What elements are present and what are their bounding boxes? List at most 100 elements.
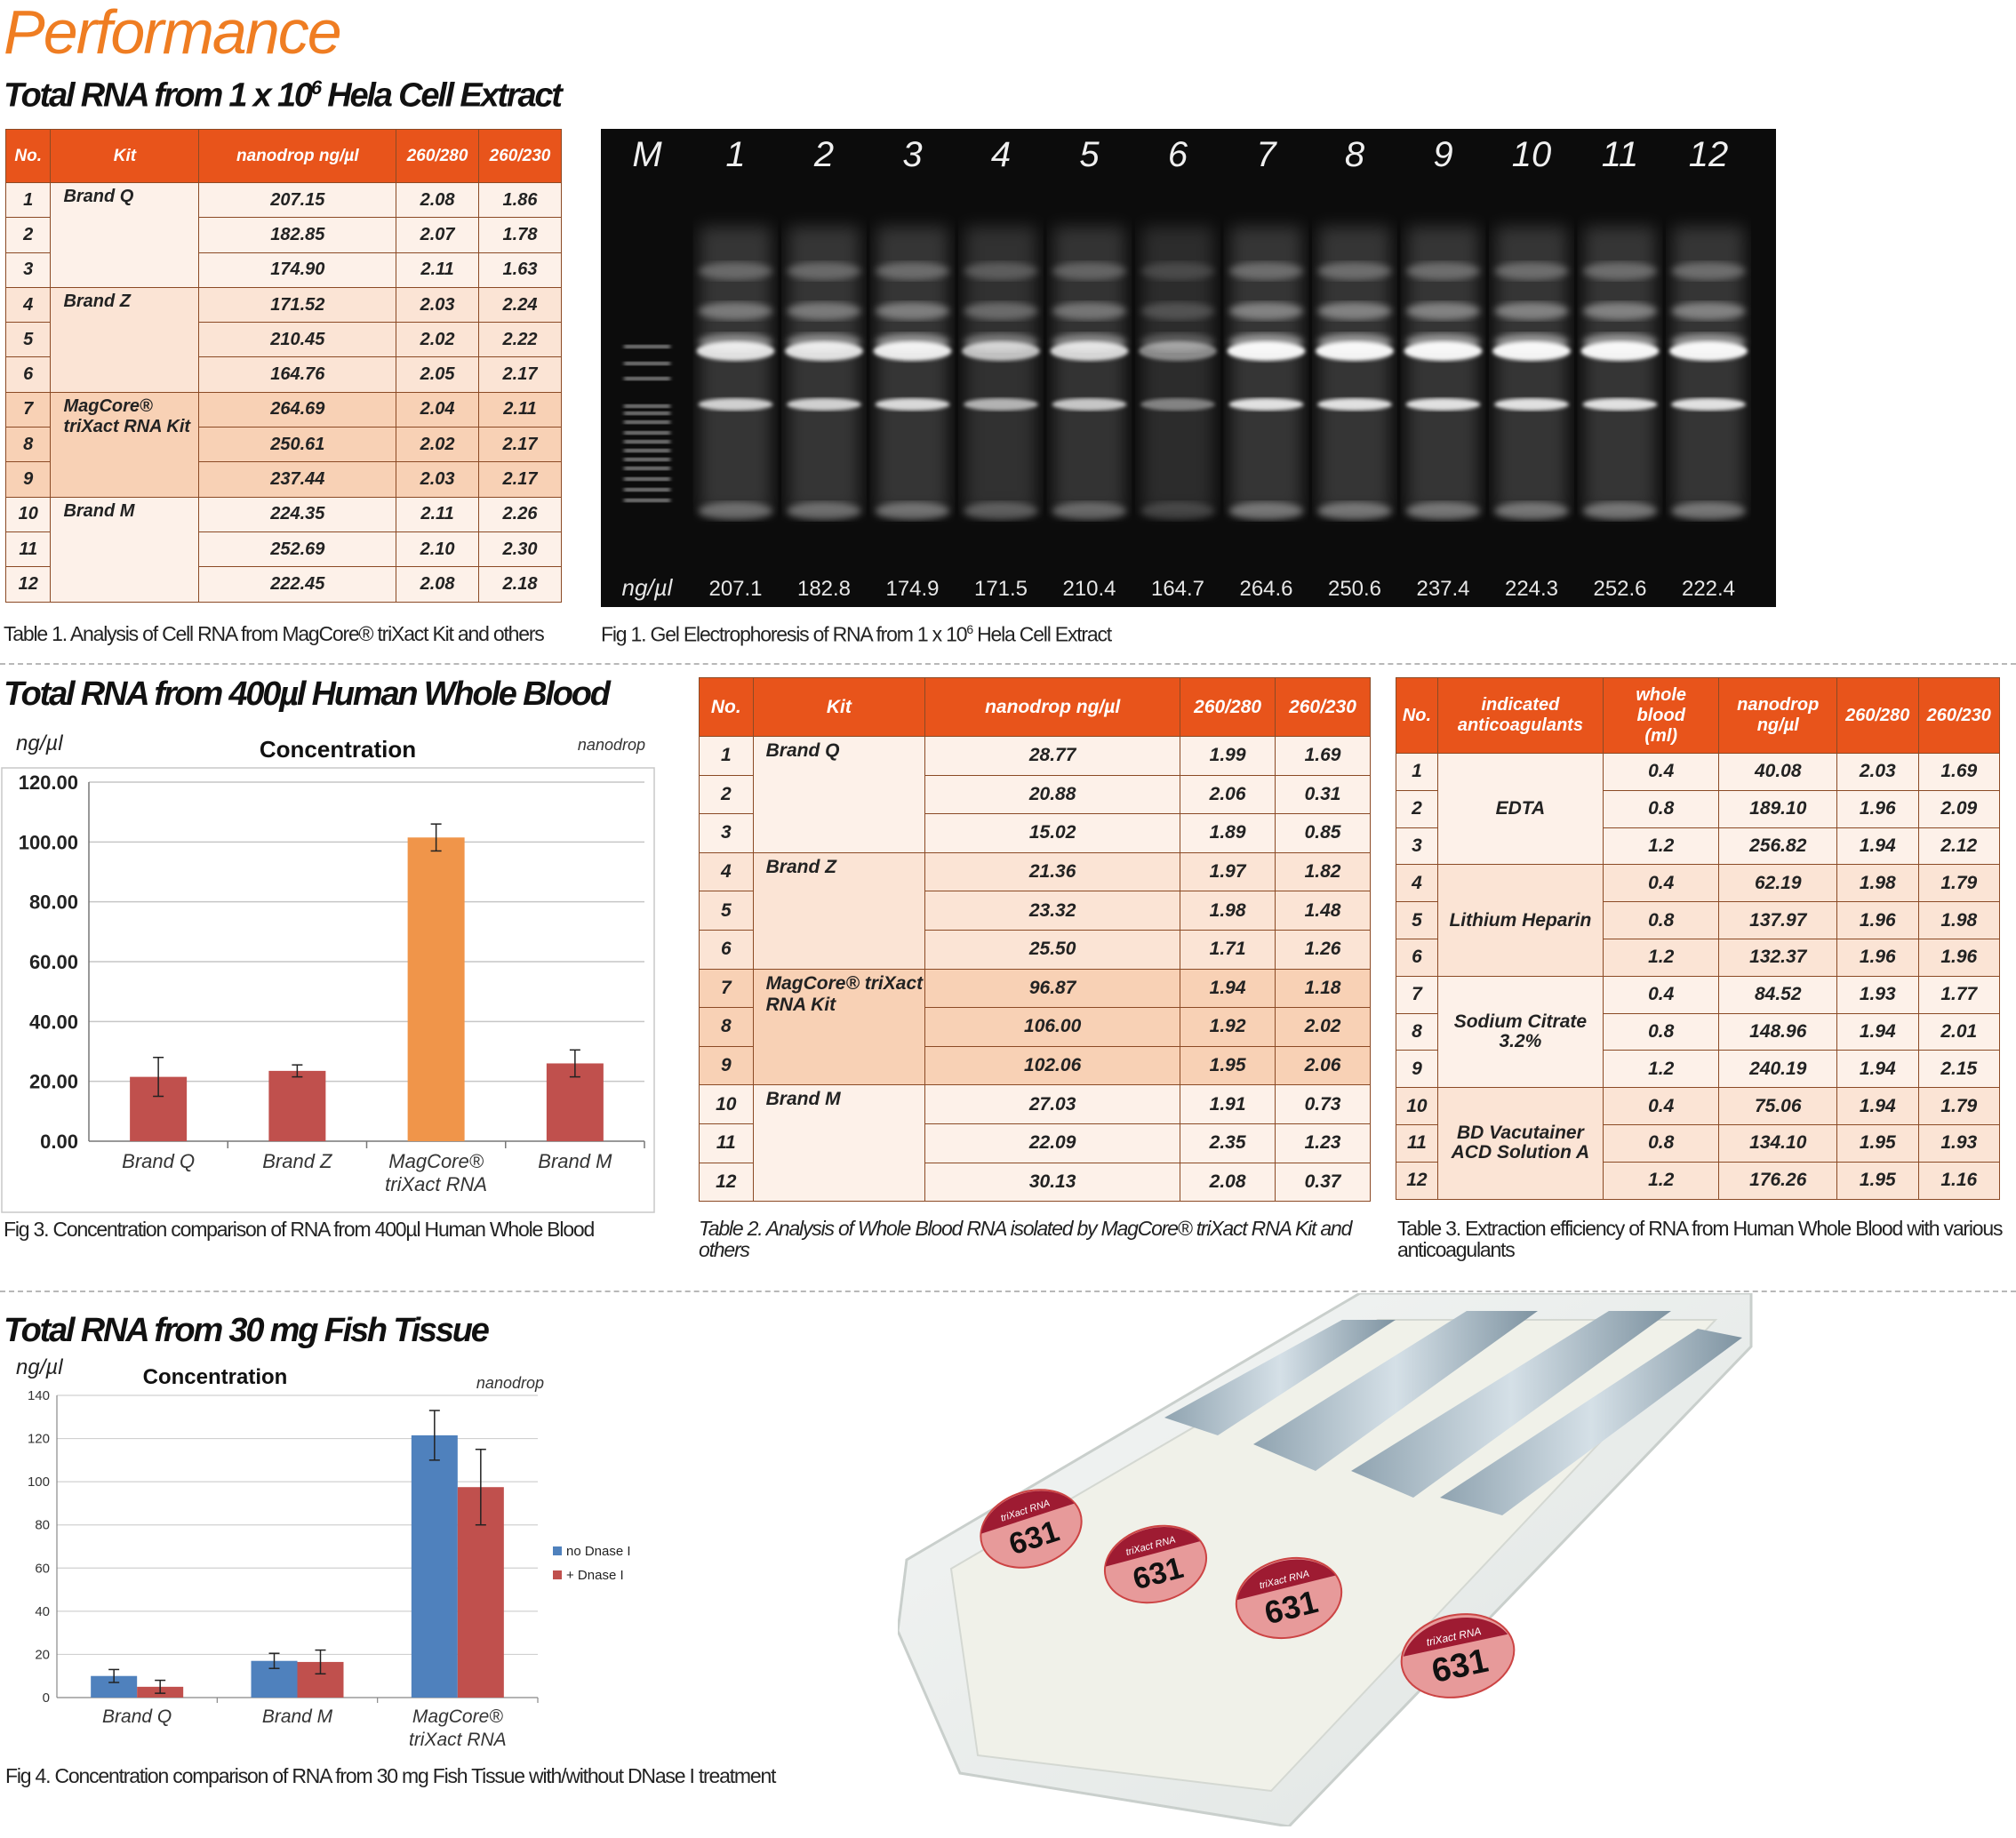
gel-lane-value: 174.9 [885,577,939,601]
gel-ladder-band [624,488,670,491]
error-bar [292,1064,303,1078]
cell-value: 2.06 [1275,1045,1371,1086]
chart-note: nanodrop [578,736,645,754]
gel-ladder-band [624,412,670,415]
x-tick-label: Brand M [538,1150,612,1172]
th-no: No. [4,129,52,183]
cell-no: 12 [699,1162,754,1203]
cell-value: 2.03 [1836,753,1919,791]
gel-lane-value: 182.8 [797,577,851,601]
gel-ladder-band [624,467,670,470]
gel-lane-label: 6 [1168,135,1188,174]
gel-lane-value: 171.5 [974,577,1028,601]
y-tick-label: 80 [35,1518,50,1533]
cell-no: 10 [1396,1087,1438,1125]
th-260-280: 260/280 [396,129,480,183]
table-row: 7 MagCore® triXact RNA Kit 96.87 1.94 1.18 [699,968,1371,1086]
cell-value: 2.08 [396,566,480,603]
cell-value: 1.95 [1180,1045,1276,1086]
cell-value: 0.31 [1275,774,1371,815]
cell-value: 240.19 [1718,1050,1838,1089]
cell-value: 1.16 [1917,1161,2000,1200]
th3-260-280: 260/280 [1836,677,1919,754]
cell-no: 4 [699,851,754,892]
x-tick-label: Brand Z [262,1150,333,1172]
cell-value: 15.02 [924,813,1181,853]
cell-value: 132.37 [1718,938,1838,977]
bar [407,837,465,1141]
cell-no: 5 [699,891,754,931]
th3-anticoagulant: indicated anticoagulants [1436,677,1604,754]
cell-value: 2.15 [1917,1050,2000,1089]
cell-no: 7 [4,391,52,428]
cell-value: 0.8 [1602,789,1720,828]
th-260-230: 260/230 [478,129,562,183]
cell-value: 2.24 [478,286,562,324]
cell-no: 5 [4,322,52,358]
cell-value: 1.79 [1917,1087,2000,1125]
cell-value: 1.2 [1602,827,1720,866]
cell-value: 182.85 [198,217,397,253]
cell-value: 189.10 [1718,789,1838,828]
th3-260-230: 260/230 [1917,677,2000,754]
gel-lane [1492,227,1571,520]
y-tick-label: 100.00 [19,831,78,853]
cell-no: 3 [1396,827,1438,866]
cell-value: 2.07 [396,217,480,253]
fig3-caption: Fig 3. Concentration comparison of RNA f… [4,1218,595,1241]
gel-lane [1227,227,1306,520]
gel-ladder-band [624,377,670,380]
cell-value: 2.10 [396,531,480,568]
cell-value: 62.19 [1718,864,1838,903]
error-bar [475,1448,486,1526]
gel-lane-label: 10 [1512,135,1552,174]
error-bar [155,1679,166,1694]
cell-value: 1.63 [478,252,562,288]
cell-value: 1.94 [1836,1012,1919,1051]
table-row: 1 Brand Q 28.77 1.99 1.69 [699,736,1371,853]
cell-value: 1.94 [1836,827,1919,866]
cell-value: 0.85 [1275,813,1371,853]
legend-label: + Dnase I [566,1568,624,1583]
y-tick-label: 120 [28,1432,50,1447]
error-bar [569,1049,580,1078]
th-kit: Kit [50,129,200,183]
gel-lane [1316,227,1394,520]
cell-value: 1.97 [1180,851,1276,892]
cell-no: 8 [4,427,52,463]
cell-no: 7 [699,968,754,1009]
gel-lane-value: 224.3 [1505,577,1558,601]
gel-lane [962,227,1040,520]
cell-group-label: EDTA [1436,752,1604,866]
cell-value: 176.26 [1718,1161,1838,1200]
gel-ladder-band [624,449,670,452]
fig4-caption: Fig 4. Concentration comparison of RNA f… [5,1764,776,1787]
table-row: 7 MagCore® triXact RNA Kit 264.69 2.04 2.11 [4,391,562,498]
cell-value: 2.18 [478,566,562,603]
cell-value: 224.35 [198,496,397,532]
gel-caption: Fig 1. Gel Electrophoresis of RNA from 1… [601,622,1112,646]
error-bar [268,1652,280,1669]
table-row: 10 BD Vacutainer ACD Solution A 0.4 75.06 1.… [1396,1087,2000,1200]
table-row: 4 Brand Z 171.52 2.03 2.24 [4,286,562,393]
gel-lane-value: 264.6 [1239,577,1292,601]
cell-no: 3 [699,813,754,853]
cell-value: 250.61 [198,427,397,463]
cell-group-label: Brand M [752,1084,926,1203]
error-bar [315,1649,326,1675]
cell-no: 6 [1396,938,1438,977]
table-row: 1 Brand Q 207.15 2.08 1.86 [4,181,562,288]
chart-blood-concentration: ng/µl Concentration nanodrop 0.00 20.00 40.00… [1,731,655,1213]
cell-value: 1.96 [1836,901,1919,939]
cell-value: 1.98 [1180,891,1276,931]
cell-value: 30.13 [924,1162,1181,1203]
cell-no: 1 [699,736,754,776]
cell-value: 1.93 [1917,1123,2000,1163]
cell-value: 1.86 [478,181,562,219]
cell-value: 207.15 [198,181,397,219]
gel-ladder-band [624,440,670,444]
cell-value: 2.05 [396,356,480,393]
y-tick-label: 60 [35,1561,50,1576]
cell-value: 2.08 [396,181,480,219]
y-tick-label: 40 [35,1604,50,1619]
